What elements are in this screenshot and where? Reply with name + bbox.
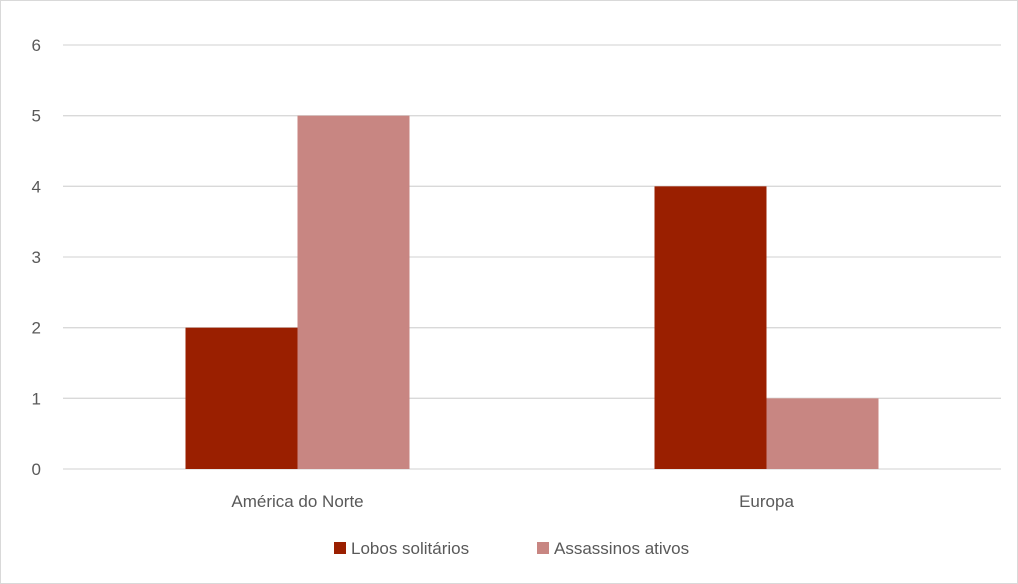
bar-lobos-solitarios-0 — [185, 327, 298, 469]
y-tick-label: 1 — [32, 389, 41, 408]
y-tick-label: 0 — [32, 460, 41, 479]
legend-label: Assassinos ativos — [554, 539, 689, 558]
legend-swatch — [334, 542, 346, 554]
y-tick-label: 3 — [32, 248, 41, 267]
y-tick-label: 4 — [32, 177, 41, 196]
legend: Lobos solitários Assassinos ativos — [334, 539, 689, 558]
x-axis-category-labels: América do Norte Europa — [231, 492, 794, 511]
bar-assassinos-ativos-0 — [297, 115, 410, 470]
bar-lobos-solitarios-1 — [654, 186, 767, 470]
x-category-label: América do Norte — [231, 492, 363, 511]
x-category-label: Europa — [739, 492, 794, 511]
bars — [185, 115, 879, 470]
y-tick-label: 2 — [32, 319, 41, 338]
y-tick-label: 5 — [32, 107, 41, 126]
legend-label: Lobos solitários — [351, 539, 469, 558]
bar-assassinos-ativos-1 — [766, 398, 879, 469]
y-axis-tick-labels: 0 1 2 3 4 5 6 — [32, 36, 41, 479]
y-tick-label: 6 — [32, 36, 41, 55]
legend-swatch — [537, 542, 549, 554]
